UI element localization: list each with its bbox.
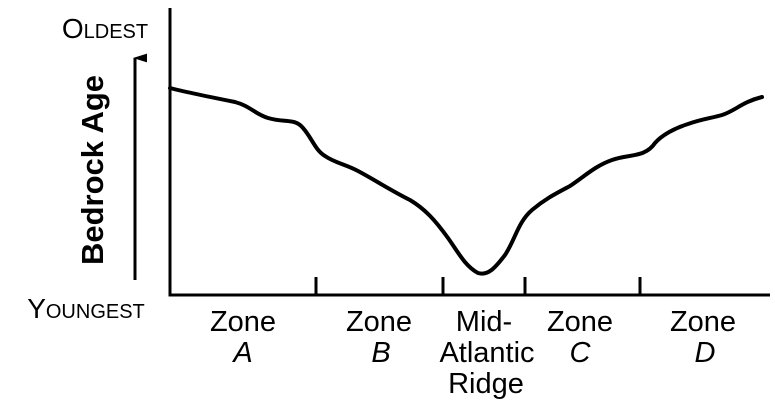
ridge-line: Atlantic [439, 337, 534, 369]
zone-name: Zone [547, 306, 613, 338]
zone-letter: C [570, 337, 592, 369]
age-curve [168, 86, 764, 276]
zone-name: Zone [346, 306, 412, 338]
zone-letter: A [231, 337, 252, 369]
zone-labels: Zone A Zone B Mid- Atlantic Ridge Zone C… [210, 306, 736, 400]
axis-label: Bedrock Age [75, 75, 110, 265]
youngest-label: Youngest [27, 293, 145, 324]
oldest-label: Oldest [62, 13, 148, 44]
zone-name: Zone [670, 306, 736, 338]
axes [168, 8, 770, 297]
zone-letter: B [371, 337, 390, 369]
zone-letter: D [695, 337, 716, 369]
ridge-line: Mid- [456, 306, 512, 338]
zone-name: Zone [210, 306, 276, 338]
ridge-line: Ridge [448, 368, 524, 400]
